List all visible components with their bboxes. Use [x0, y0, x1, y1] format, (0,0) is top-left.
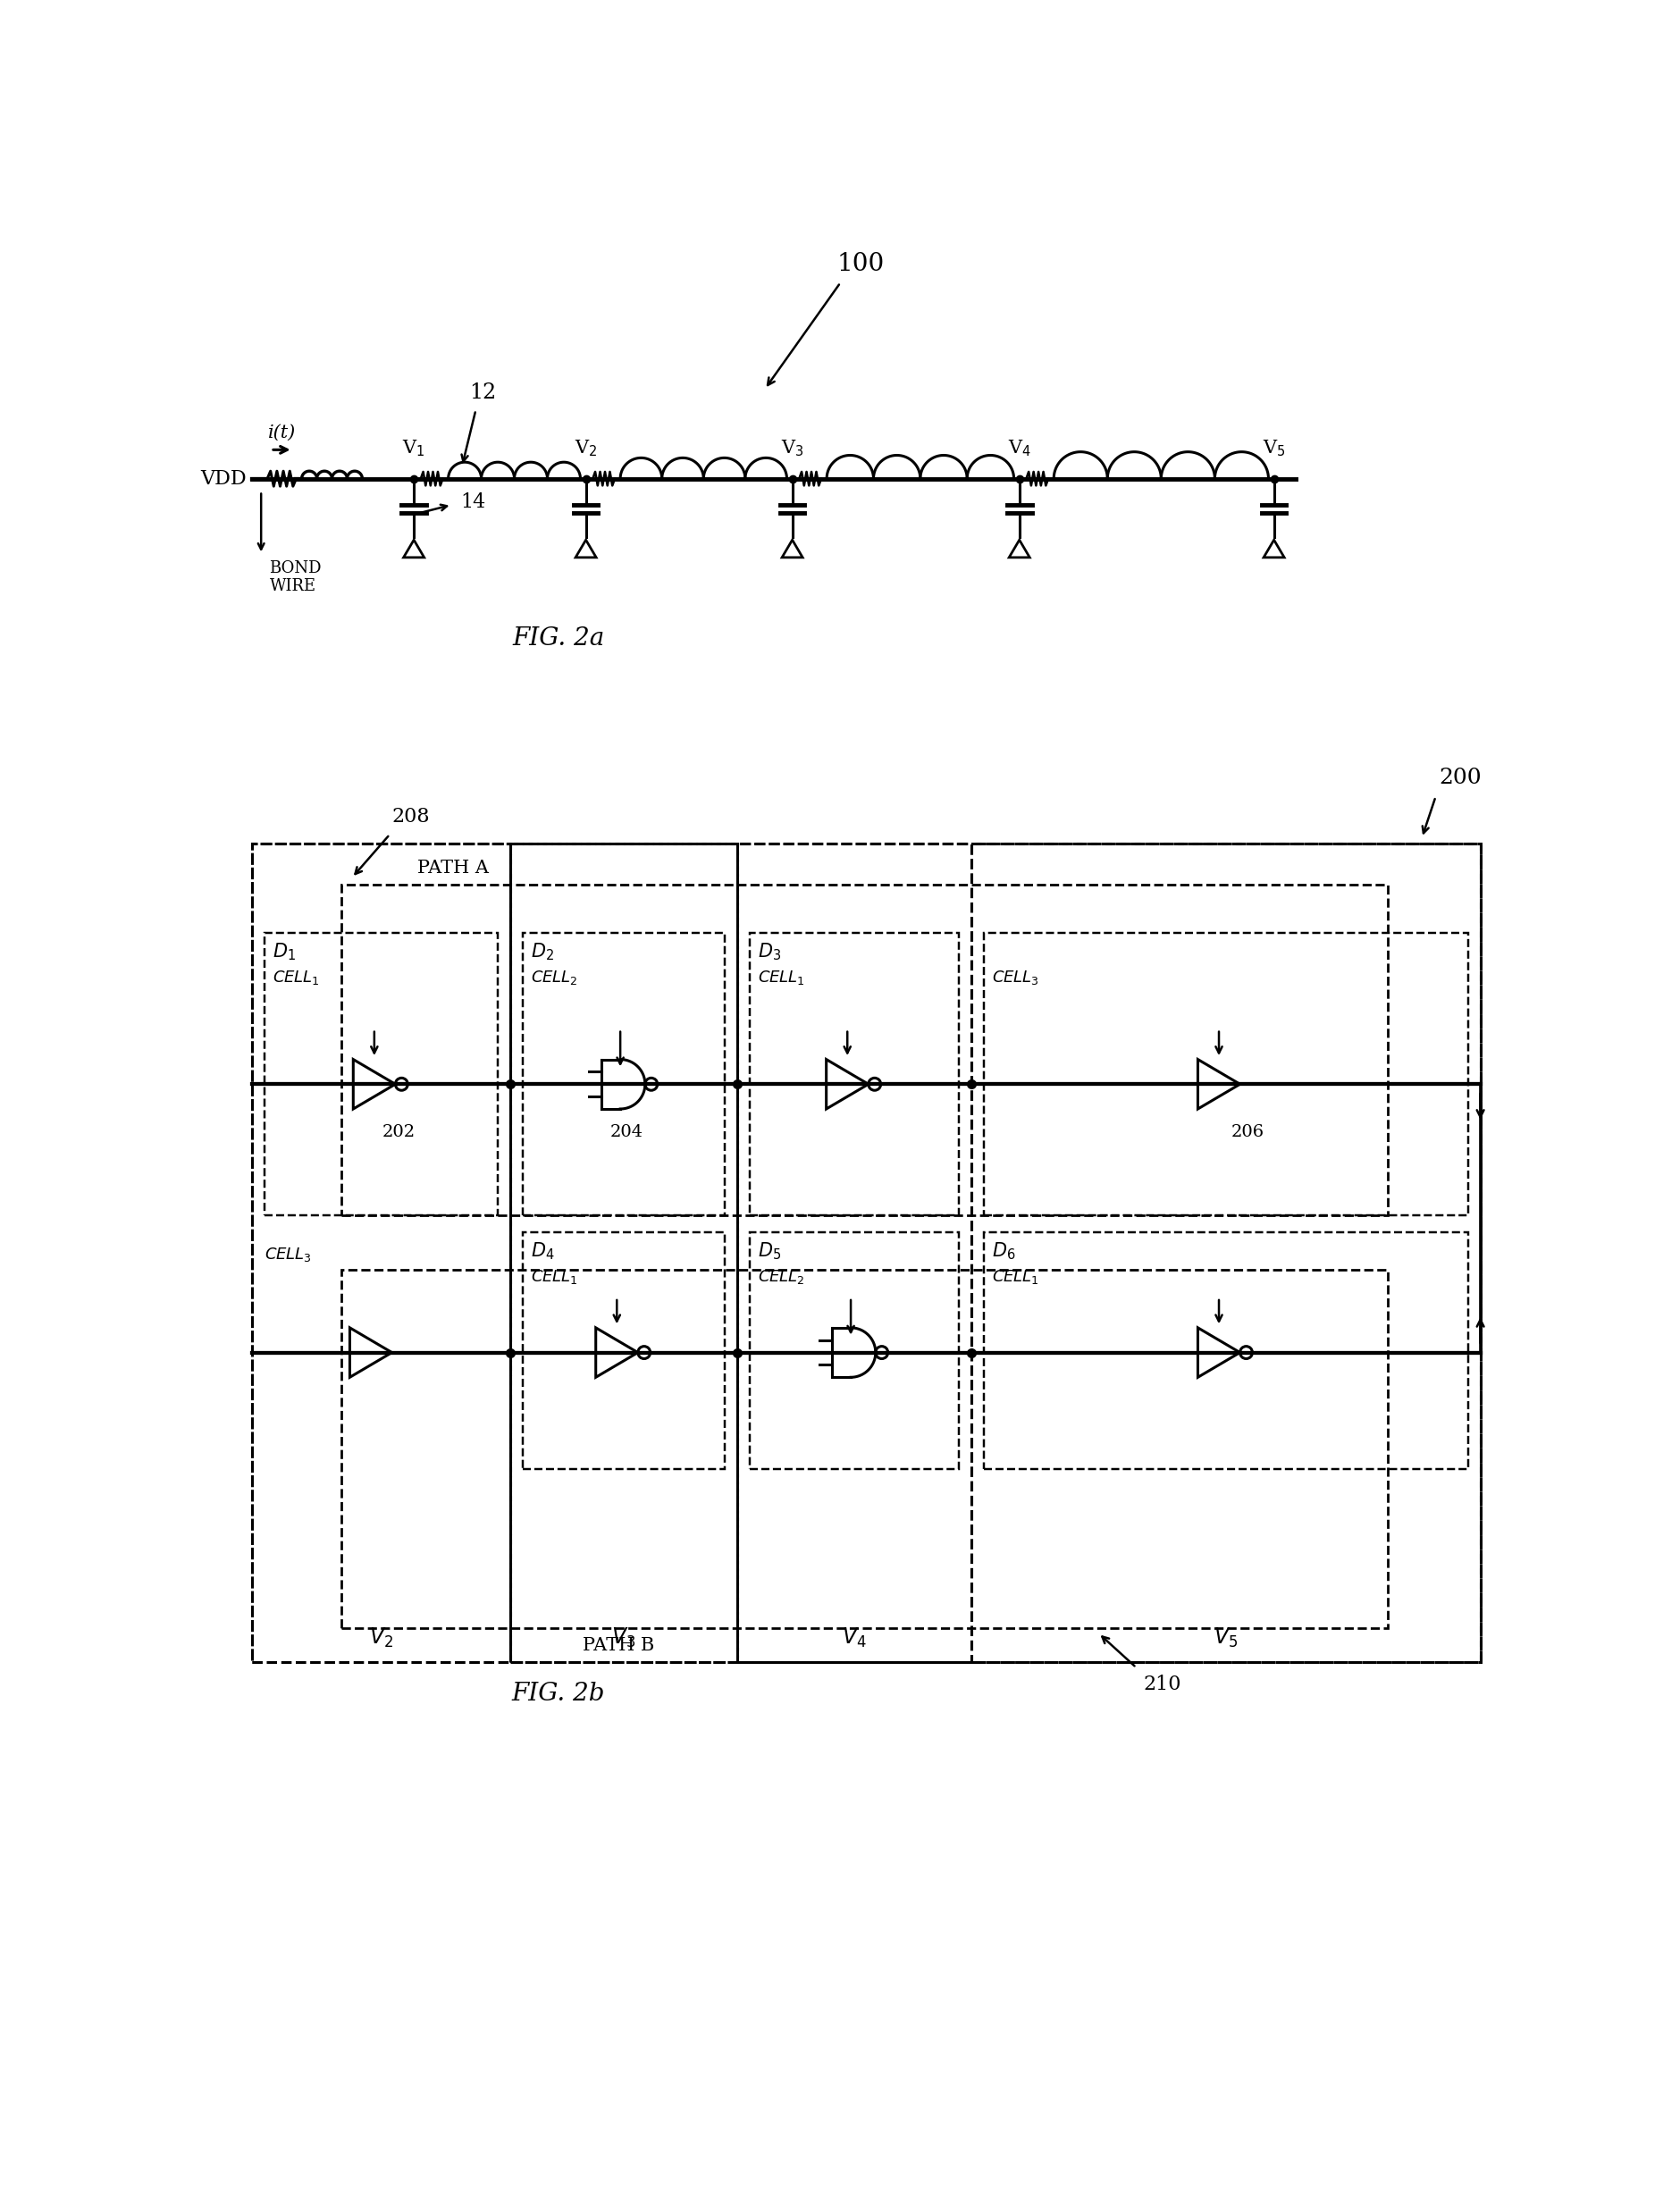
Text: $CELL_1$: $CELL_1$	[272, 968, 319, 986]
Text: $CELL_2$: $CELL_2$	[531, 968, 578, 986]
Bar	[749, 933, 958, 1214]
Text: BOND
WIRE: BOND WIRE	[269, 559, 321, 594]
Text: $CELL_1$: $CELL_1$	[758, 968, 805, 986]
Bar	[522, 933, 724, 1214]
Text: 100: 100	[837, 251, 884, 275]
Text: FIG. 2b: FIG. 2b	[511, 1681, 605, 1705]
Text: $D_6$: $D_6$	[991, 1241, 1015, 1261]
Text: 206: 206	[1231, 1124, 1263, 1140]
Text: $D_4$: $D_4$	[531, 1241, 554, 1261]
Text: $CELL_3$: $CELL_3$	[991, 968, 1038, 986]
Text: PATH B: PATH B	[583, 1637, 654, 1654]
Text: $CELL_2$: $CELL_2$	[758, 1267, 805, 1285]
Text: FIG. 2a: FIG. 2a	[512, 627, 605, 651]
Text: $D_1$: $D_1$	[272, 942, 296, 961]
Bar	[971, 843, 1480, 1663]
Bar	[522, 1232, 724, 1470]
Text: $CELL_1$: $CELL_1$	[991, 1267, 1038, 1285]
Text: V$_3$: V$_3$	[781, 438, 803, 458]
Bar	[252, 843, 511, 1663]
Text: $V_2$: $V_2$	[370, 1626, 393, 1650]
Text: PATH A: PATH A	[417, 860, 489, 876]
Bar	[252, 843, 1480, 1663]
Text: V$_4$: V$_4$	[1008, 438, 1030, 458]
Text: 208: 208	[391, 807, 428, 827]
Text: $D_3$: $D_3$	[758, 942, 781, 961]
Bar	[264, 933, 497, 1214]
Bar	[511, 843, 738, 1663]
Text: $CELL_3$: $CELL_3$	[264, 1245, 312, 1263]
Text: $CELL_1$: $CELL_1$	[531, 1267, 578, 1285]
Text: V$_5$: V$_5$	[1262, 438, 1285, 458]
Bar	[341, 1269, 1386, 1628]
Text: 14: 14	[460, 493, 486, 513]
Text: $D_2$: $D_2$	[531, 942, 554, 961]
Text: 200: 200	[1438, 768, 1480, 788]
Text: $V_3$: $V_3$	[612, 1626, 635, 1650]
Text: $D_5$: $D_5$	[758, 1241, 781, 1261]
Bar	[983, 933, 1467, 1214]
Text: $V_5$: $V_5$	[1213, 1626, 1236, 1650]
Bar	[341, 884, 1386, 1214]
Text: VDD: VDD	[200, 469, 247, 488]
Bar	[738, 843, 971, 1663]
Text: i(t): i(t)	[267, 425, 296, 442]
Text: V$_2$: V$_2$	[575, 438, 596, 458]
Text: 210: 210	[1142, 1674, 1181, 1694]
Text: V$_1$: V$_1$	[402, 438, 425, 458]
Text: 204: 204	[610, 1124, 643, 1140]
Text: 12: 12	[469, 383, 496, 403]
Text: $V_4$: $V_4$	[842, 1626, 867, 1650]
Bar	[749, 1232, 958, 1470]
Text: 202: 202	[383, 1124, 415, 1140]
Bar	[983, 1232, 1467, 1470]
